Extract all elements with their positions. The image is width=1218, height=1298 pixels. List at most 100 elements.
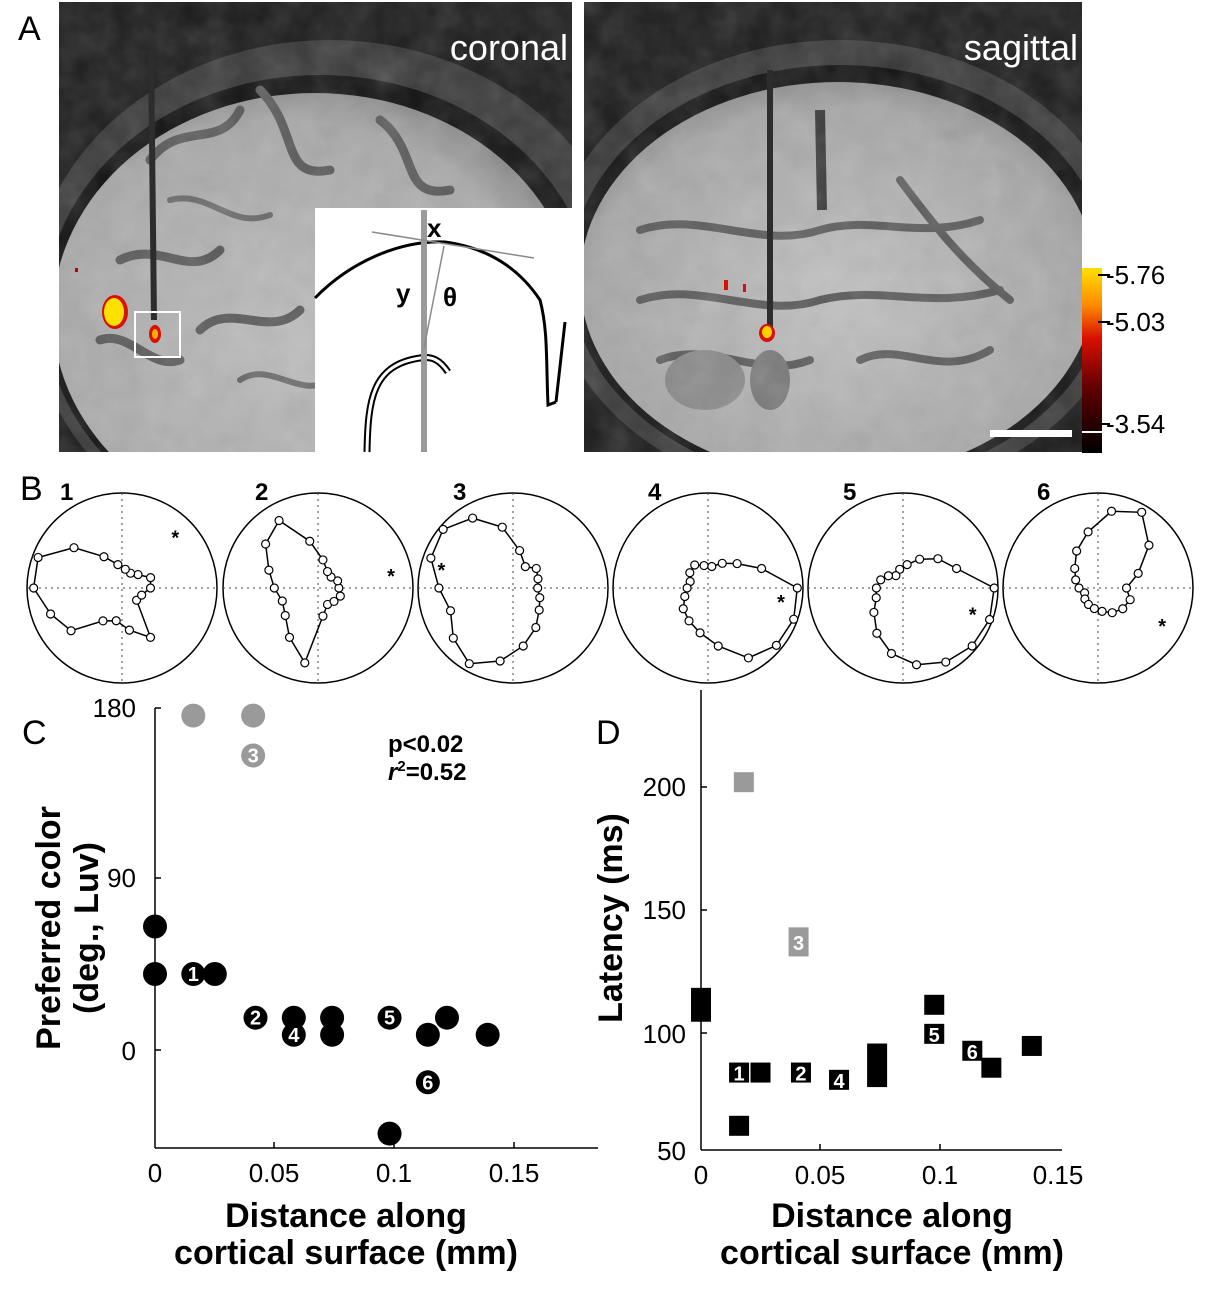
chart-c-point-4 (243, 1005, 268, 1030)
chart-c-point-5 (281, 1005, 306, 1030)
chart-d-point-2 (729, 1115, 750, 1136)
polar-marker-4-7 (685, 568, 695, 578)
polar-marker-2-6 (274, 515, 284, 526)
polar-plot-5: *5 (807, 479, 999, 684)
chart-d-ytick-200: 200 (643, 772, 686, 802)
polar-marker-4-3 (717, 558, 727, 568)
polar-marker-3-0 (533, 583, 543, 593)
polar-marker-3-13 (495, 656, 505, 666)
chart-d-point-8 (924, 1023, 945, 1044)
chart-d-point-label-2: 2 (795, 1064, 806, 1086)
polar-marker-3-14 (518, 641, 528, 651)
inset-x-label: x (427, 213, 442, 243)
sagittal-label: sagittal (964, 27, 1078, 68)
chart-d-point-9 (962, 1040, 983, 1061)
polar-marker-3-9 (434, 583, 444, 593)
chart-d-latency: 200 150 100 50 0 0.05 0.1 0.15 Distance … (592, 690, 1083, 1272)
chart-d-xlabel-line2: cortical surface (mm) (720, 1234, 1064, 1272)
polar-marker-3-2 (531, 563, 541, 574)
chart-c-point-11 (415, 1022, 440, 1047)
polar-label-1: 1 (60, 479, 73, 506)
polar-marker-1-13 (111, 616, 121, 626)
polar-marker-5-0 (989, 583, 999, 593)
polar-preferred-marker-3: * (438, 560, 446, 582)
polar-marker-3-6 (468, 513, 478, 523)
polar-marker-2-14 (318, 611, 328, 621)
chart-c-point-15 (181, 703, 206, 728)
colorbar-tick-max: -5.76 (1106, 260, 1165, 290)
polar-marker-3-12 (464, 659, 474, 669)
polar-marker-4-2 (732, 558, 742, 569)
chart-d-point-12 (733, 772, 754, 793)
polar-marker-1-15 (145, 632, 156, 642)
polar-plot-2: *2 (222, 479, 414, 684)
polar-marker-5-9 (871, 583, 882, 593)
polar-marker-5-10 (871, 593, 881, 603)
polar-marker-5-17 (984, 614, 995, 625)
chart-c-point-label-3: 3 (248, 746, 259, 768)
polar-label-5: 5 (843, 479, 856, 506)
chart-d-point-7 (924, 994, 945, 1015)
polar-marker-1-2 (133, 569, 143, 580)
chart-d-ytick-50: 50 (657, 1136, 686, 1166)
chart-d-point-13 (788, 927, 809, 957)
panel-label-d: D (596, 714, 621, 752)
polar-marker-4-16 (771, 640, 782, 651)
polar-marker-4-13 (695, 628, 705, 638)
chart-c-xtick-01: 0.1 (376, 1158, 412, 1188)
polar-marker-1-14 (124, 625, 135, 635)
colorbar: -5.76 -5.03 -3.54 (1082, 260, 1165, 453)
chart-c-point-14 (475, 1022, 500, 1047)
polar-label-3: 3 (453, 479, 466, 506)
chart-c-ytick-0: 0 (122, 1036, 136, 1066)
polar-marker-2-1 (333, 576, 343, 586)
polar-preferred-marker-1: * (171, 528, 179, 550)
chart-c-point-10 (377, 1121, 402, 1146)
chart-d-point-3 (750, 1062, 771, 1083)
chart-c-point-13 (434, 1005, 459, 1030)
polar-label-2: 2 (255, 479, 268, 506)
chart-c-xlabel-line2: cortical surface (mm) (174, 1234, 518, 1272)
chart-d-xtick-0: 0 (694, 1160, 708, 1190)
chart-c-stat-r-exponent: 2 (397, 758, 405, 775)
panel-label-a: A (18, 10, 41, 48)
polar-marker-2-16 (329, 596, 339, 607)
polar-marker-4-5 (699, 560, 709, 571)
polar-marker-3-7 (438, 524, 448, 534)
polar-marker-2-13 (300, 658, 310, 668)
polar-marker-1-5 (113, 560, 123, 570)
polar-marker-1-12 (98, 616, 108, 626)
polar-marker-5-6 (891, 571, 901, 581)
polar-marker-1-0 (145, 583, 156, 593)
polar-marker-3-11 (448, 633, 458, 643)
polar-marker-6-3 (1137, 507, 1147, 517)
chart-c-point-6 (281, 1022, 306, 1047)
polar-marker-5-1 (951, 563, 962, 574)
polar-marker-6-15 (1107, 608, 1117, 618)
chart-c-stat-r-value: =0.52 (406, 759, 467, 786)
chart-c-point-9 (377, 1005, 402, 1030)
polar-marker-1-8 (33, 552, 43, 563)
polar-marker-2-4 (318, 555, 328, 565)
mri-sagittal (584, 2, 1082, 452)
colorbar-tick-mid: -5.03 (1106, 307, 1165, 337)
chart-d-point-label-5: 5 (929, 1025, 940, 1047)
polar-marker-3-5 (497, 522, 507, 532)
chart-c-xtick-0: 0 (148, 1158, 162, 1188)
chart-c-point-label-6: 6 (422, 1072, 433, 1094)
polar-marker-6-16 (1118, 604, 1128, 614)
colorbar-tick-min: -3.54 (1106, 409, 1165, 439)
inset-y-label: y (396, 278, 411, 308)
chart-d-point-1 (729, 1062, 750, 1083)
polar-marker-1-17 (137, 590, 147, 600)
polar-marker-5-15 (941, 657, 951, 667)
chart-d-point-10 (981, 1057, 1002, 1078)
polar-marker-6-17 (1125, 595, 1135, 605)
polar-marker-6-1 (1133, 568, 1143, 578)
polar-marker-5-13 (886, 648, 897, 659)
panel-label-b: B (20, 470, 43, 508)
polar-marker-5-7 (883, 571, 894, 581)
polar-marker-5-14 (911, 660, 922, 670)
polar-marker-3-17 (535, 593, 545, 603)
chart-d-point-6 (867, 1043, 888, 1088)
